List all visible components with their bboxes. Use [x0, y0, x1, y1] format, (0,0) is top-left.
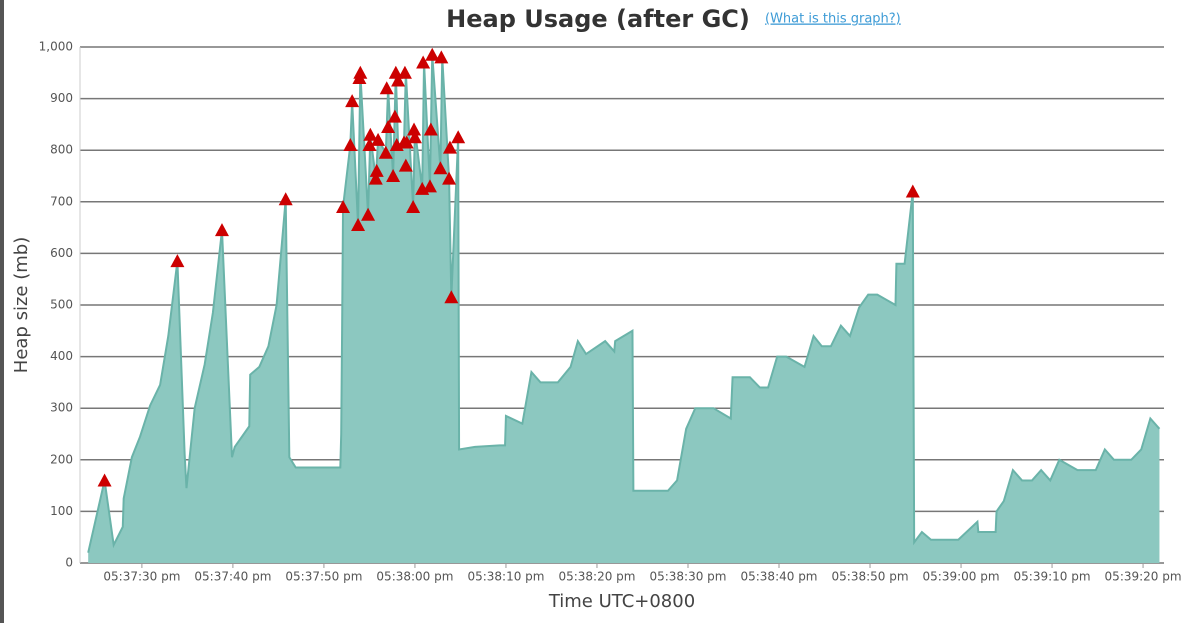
x-axis-title: Time UTC+0800	[548, 591, 695, 612]
x-tick-label: 05:39:00 pm	[923, 570, 1000, 584]
y-tick-label: 400	[50, 349, 73, 363]
gc-marker	[381, 119, 396, 133]
y-tick-label: 200	[50, 452, 73, 466]
y-tick-label: 800	[50, 143, 73, 157]
gc-marker	[351, 218, 366, 232]
gc-marker	[444, 290, 459, 304]
help-link[interactable]: (What is this graph?)	[765, 12, 901, 27]
gc-marker	[423, 122, 438, 136]
x-tick-label: 05:39:10 pm	[1014, 570, 1091, 584]
gc-marker	[422, 179, 437, 193]
gc-marker	[416, 55, 431, 69]
y-axis-title: Heap size (mb)	[11, 237, 32, 373]
x-tick-label: 05:37:50 pm	[285, 570, 362, 584]
gc-marker	[278, 192, 293, 206]
area-fill	[88, 54, 1160, 564]
gc-marker	[398, 158, 413, 172]
x-tick-label: 05:38:10 pm	[467, 570, 544, 584]
gc-marker	[397, 65, 412, 79]
gc-marker	[379, 81, 394, 95]
x-tick-label: 05:39:20 pm	[1105, 570, 1182, 584]
x-tick-label: 05:38:50 pm	[832, 570, 909, 584]
y-tick-label: 100	[50, 504, 73, 518]
y-tick-label: 600	[50, 246, 73, 260]
gc-marker	[386, 169, 401, 182]
gc-marker	[399, 135, 414, 149]
y-tick-label: 500	[50, 298, 73, 312]
gc-marker	[391, 73, 406, 87]
gc-marker	[378, 145, 393, 159]
gc-marker	[343, 138, 358, 152]
chart-title: Heap Usage (after GC)	[446, 5, 750, 33]
gc-marker	[451, 130, 466, 144]
x-tick-label: 05:37:30 pm	[103, 570, 180, 584]
gc-marker	[353, 65, 368, 79]
window-edge	[0, 0, 4, 623]
x-tick-label: 05:38:20 pm	[558, 570, 635, 584]
area-line	[87, 54, 1161, 553]
y-tick-label: 1,000	[39, 40, 73, 54]
gc-marker	[371, 132, 386, 146]
gc-marker	[345, 94, 360, 108]
gc-marker	[214, 223, 229, 237]
gc-marker	[425, 47, 440, 61]
gc-marker	[433, 161, 448, 175]
y-tick-label: 700	[50, 194, 73, 208]
gc-marker	[363, 127, 378, 141]
gc-marker	[170, 254, 185, 268]
x-tick-label: 05:38:00 pm	[376, 570, 453, 584]
gc-marker	[388, 65, 403, 79]
y-tick-label: 300	[50, 401, 73, 415]
gc-marker	[368, 171, 383, 185]
gc-marker	[905, 184, 920, 198]
gc-marker	[407, 130, 422, 144]
y-tick-label: 900	[50, 91, 73, 105]
gc-marker	[369, 163, 384, 177]
gc-marker	[407, 122, 422, 136]
x-tick-label: 05:37:40 pm	[194, 570, 271, 584]
gc-marker	[387, 109, 402, 123]
gc-marker	[442, 140, 457, 154]
gc-marker	[406, 199, 421, 213]
gc-marker	[97, 473, 112, 487]
gc-marker	[442, 171, 457, 185]
x-tick-label: 05:38:40 pm	[740, 570, 817, 584]
gc-marker	[434, 50, 449, 64]
x-tick-label: 05:38:30 pm	[649, 570, 726, 584]
gc-marker	[361, 207, 376, 221]
gc-marker	[336, 199, 351, 213]
gc-marker	[362, 138, 377, 152]
y-tick-label: 0	[65, 556, 73, 570]
